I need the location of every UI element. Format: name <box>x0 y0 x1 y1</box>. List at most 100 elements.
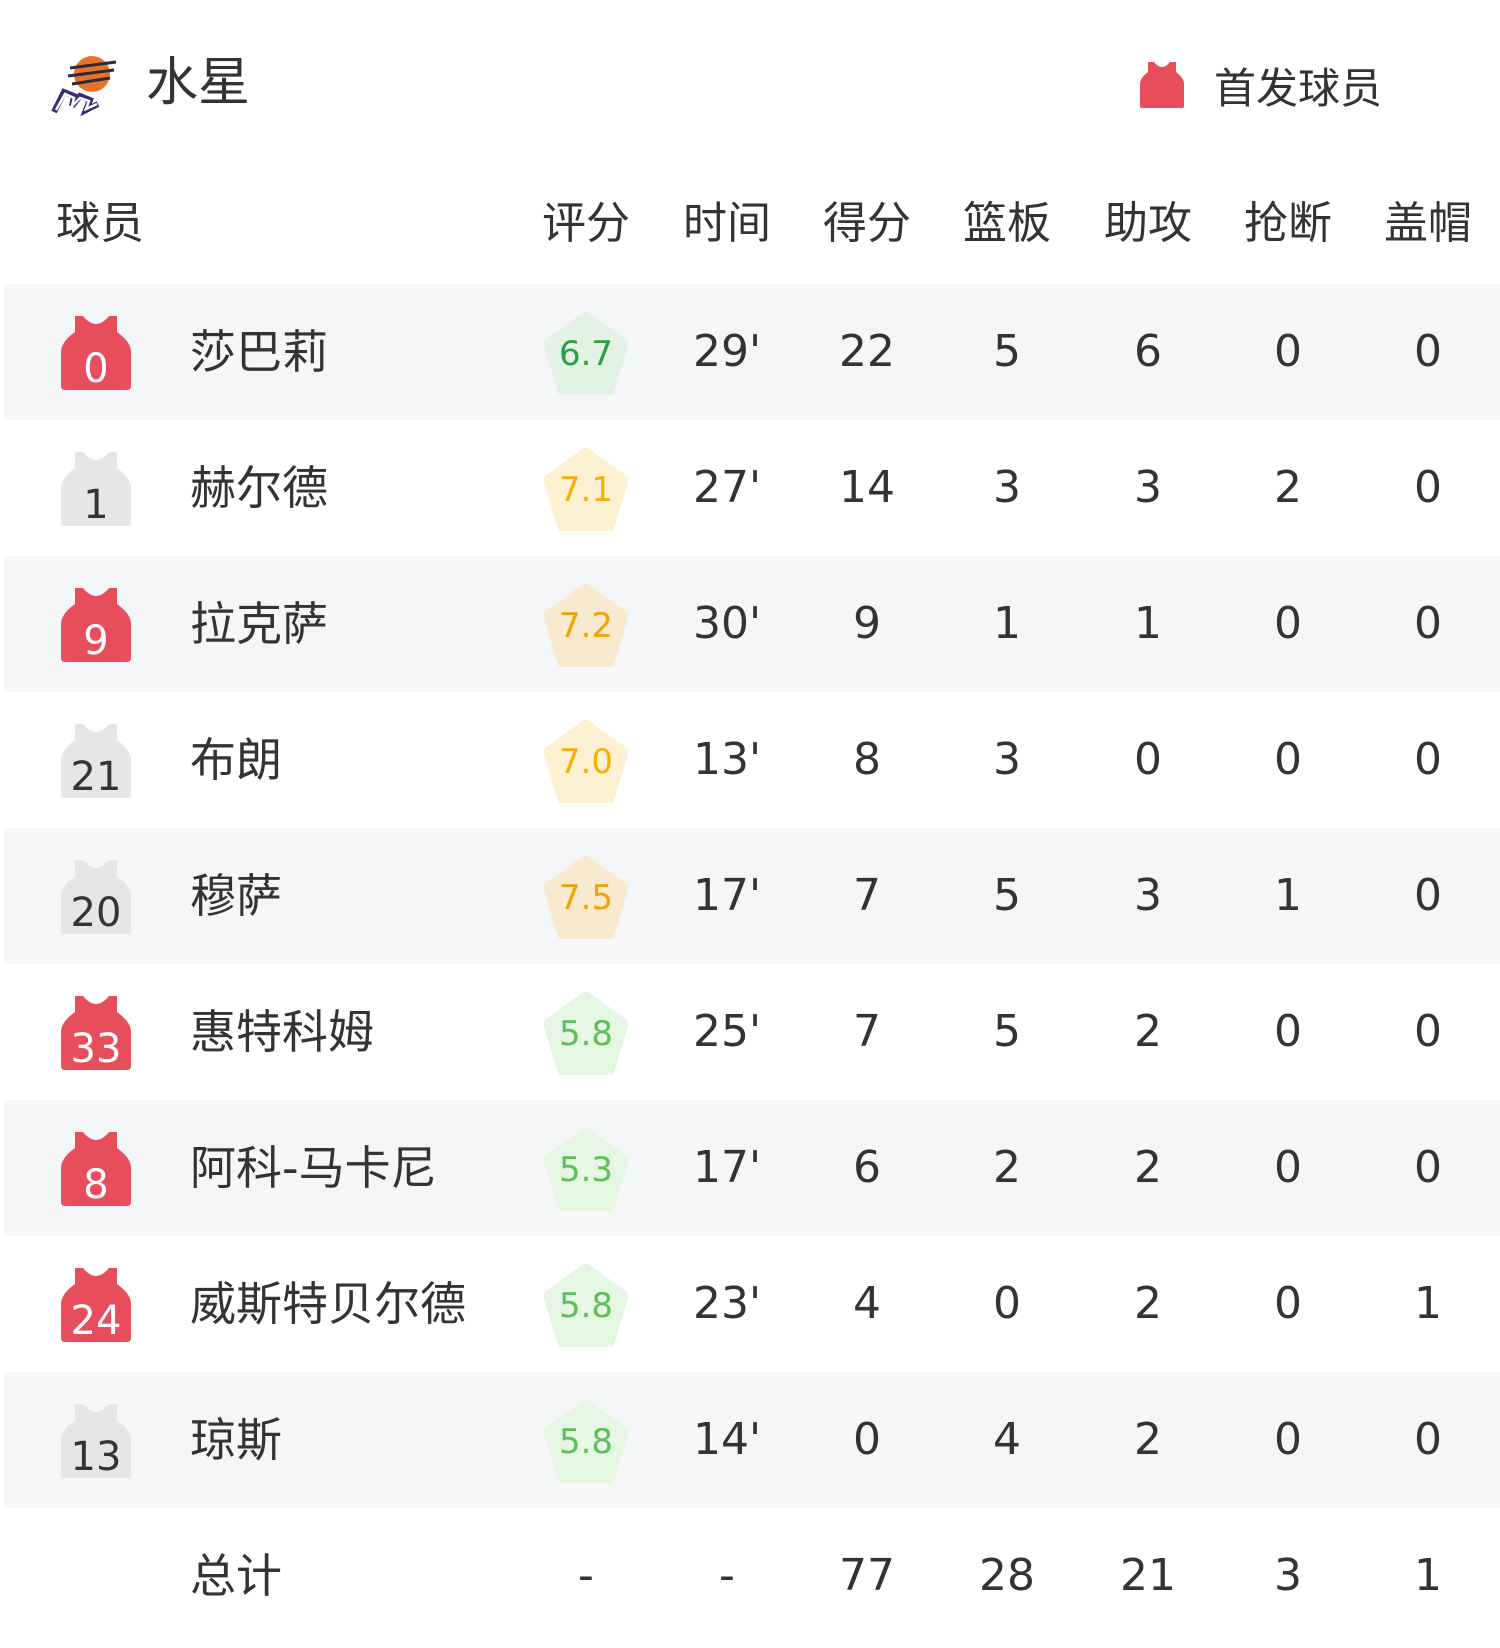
jersey-number: 8 <box>83 1162 109 1208</box>
player-name[interactable]: 穆萨 <box>190 869 282 923</box>
rating-badge: 6.7 <box>544 312 628 395</box>
stat-ast: 2 <box>1134 1414 1162 1465</box>
stat-pts: 14 <box>839 462 895 513</box>
stat-time: 17' <box>692 870 762 921</box>
totals-row: 总计 - - 77 28 21 3 1 <box>4 1508 1500 1644</box>
rating-badge: 5.3 <box>544 1128 628 1211</box>
player-name[interactable]: 拉克萨 <box>190 597 328 651</box>
starter-legend-label: 首发球员 <box>1213 63 1382 113</box>
stat-time: 30' <box>692 598 762 649</box>
rating-value: 7.1 <box>558 470 614 510</box>
col-rating: 评分 <box>542 198 630 249</box>
stat-pts: 0 <box>853 1414 881 1465</box>
team-header: 水星 首发球员 <box>0 0 1500 160</box>
player-name[interactable]: 威斯特贝尔德 <box>190 1277 466 1331</box>
player-row[interactable]: 24 威斯特贝尔德 5.8 23' 4 0 2 0 1 <box>4 1236 1500 1372</box>
col-assists: 助攻 <box>1104 198 1192 249</box>
total-stl: 3 <box>1274 1550 1302 1601</box>
rating-badge: 7.1 <box>544 448 628 531</box>
total-rating: - <box>578 1550 594 1601</box>
player-name[interactable]: 琼斯 <box>190 1413 282 1467</box>
rating-badge: 5.8 <box>544 1400 628 1483</box>
stat-blk: 0 <box>1414 870 1442 921</box>
rating-value: 5.8 <box>558 1286 614 1326</box>
player-row[interactable]: 0 莎巴莉 6.7 29' 22 5 6 0 0 <box>4 284 1500 420</box>
jersey-icon: 24 <box>61 1268 131 1344</box>
player-row[interactable]: 13 琼斯 5.8 14' 0 4 2 0 0 <box>4 1372 1500 1508</box>
jersey-icon: 0 <box>61 316 131 392</box>
jersey-icon: 33 <box>61 996 131 1072</box>
player-name[interactable]: 惠特科姆 <box>190 1005 374 1059</box>
total-pts: 77 <box>839 1550 895 1601</box>
player-name[interactable]: 阿科-马卡尼 <box>190 1141 437 1195</box>
jersey-icon: 20 <box>61 860 131 936</box>
stat-ast: 2 <box>1134 1278 1162 1329</box>
stat-stl: 0 <box>1274 326 1302 377</box>
stat-blk: 0 <box>1414 462 1442 513</box>
player-row[interactable]: 20 穆萨 7.5 17' 7 5 3 1 0 <box>4 828 1500 964</box>
player-row[interactable]: 21 布朗 7.0 13' 8 3 0 0 0 <box>4 692 1500 828</box>
rating-badge: 7.0 <box>544 720 628 803</box>
stat-blk: 1 <box>1414 1278 1442 1329</box>
col-points: 得分 <box>823 198 911 249</box>
rating-badge: 7.5 <box>544 856 628 939</box>
stat-pts: 8 <box>853 734 881 785</box>
stat-blk: 0 <box>1414 1142 1442 1193</box>
jersey-number: 13 <box>70 1434 122 1480</box>
player-row[interactable]: 33 惠特科姆 5.8 25' 7 5 2 0 0 <box>4 964 1500 1100</box>
stat-stl: 1 <box>1274 870 1302 921</box>
player-name[interactable]: 赫尔德 <box>190 461 328 515</box>
total-ast: 21 <box>1120 1550 1176 1601</box>
jersey-icon: 21 <box>61 724 131 800</box>
rating-badge: 5.8 <box>544 992 628 1075</box>
stat-pts: 9 <box>853 598 881 649</box>
col-player: 球员 <box>56 198 144 249</box>
stat-pts: 22 <box>839 326 895 377</box>
stat-reb: 5 <box>993 1006 1021 1057</box>
player-name[interactable]: 布朗 <box>190 733 282 787</box>
col-blocks: 盖帽 <box>1384 198 1472 249</box>
stat-reb: 3 <box>993 734 1021 785</box>
stat-time: 17' <box>692 1142 762 1193</box>
stat-reb: 4 <box>993 1414 1021 1465</box>
rating-value: 5.3 <box>558 1150 614 1190</box>
jersey-icon: 1 <box>61 452 131 528</box>
stat-stl: 0 <box>1274 1414 1302 1465</box>
totals-label: 总计 <box>190 1549 282 1603</box>
jersey-number: 1 <box>83 482 109 528</box>
stat-reb: 0 <box>993 1278 1021 1329</box>
player-row[interactable]: 9 拉克萨 7.2 30' 9 1 1 0 0 <box>4 556 1500 692</box>
stat-time: 23' <box>692 1278 762 1329</box>
starter-legend: 首发球员 <box>1139 52 1382 118</box>
stat-pts: 4 <box>853 1278 881 1329</box>
player-name[interactable]: 莎巴莉 <box>190 325 328 379</box>
jersey-number: 0 <box>83 346 109 392</box>
total-blk: 1 <box>1414 1550 1442 1601</box>
stat-reb: 5 <box>993 326 1021 377</box>
stat-stl: 0 <box>1274 1142 1302 1193</box>
stat-ast: 6 <box>1134 326 1162 377</box>
rating-value: 7.5 <box>558 878 614 918</box>
stat-pts: 7 <box>853 870 881 921</box>
stat-ast: 3 <box>1134 462 1162 513</box>
rating-value: 6.7 <box>558 334 614 374</box>
total-time: - <box>719 1550 735 1601</box>
stat-stl: 0 <box>1274 598 1302 649</box>
stat-blk: 0 <box>1414 326 1442 377</box>
stat-time: 14' <box>692 1414 762 1465</box>
jersey-number: 21 <box>70 754 122 800</box>
stat-blk: 0 <box>1414 1414 1442 1465</box>
stat-ast: 2 <box>1134 1006 1162 1057</box>
stat-time: 25' <box>692 1006 762 1057</box>
stat-stl: 0 <box>1274 734 1302 785</box>
stat-ast: 3 <box>1134 870 1162 921</box>
player-row[interactable]: 8 阿科-马卡尼 5.3 17' 6 2 2 0 0 <box>4 1100 1500 1236</box>
stat-stl: 2 <box>1274 462 1302 513</box>
rating-value: 7.2 <box>558 606 614 646</box>
team-logo-icon <box>51 56 117 117</box>
stat-stl: 0 <box>1274 1006 1302 1057</box>
jersey-icon <box>1139 62 1184 108</box>
player-row[interactable]: 1 赫尔德 7.1 27' 14 3 3 2 0 <box>4 420 1500 556</box>
stat-blk: 0 <box>1414 1006 1442 1057</box>
jersey-number: 33 <box>70 1026 122 1072</box>
